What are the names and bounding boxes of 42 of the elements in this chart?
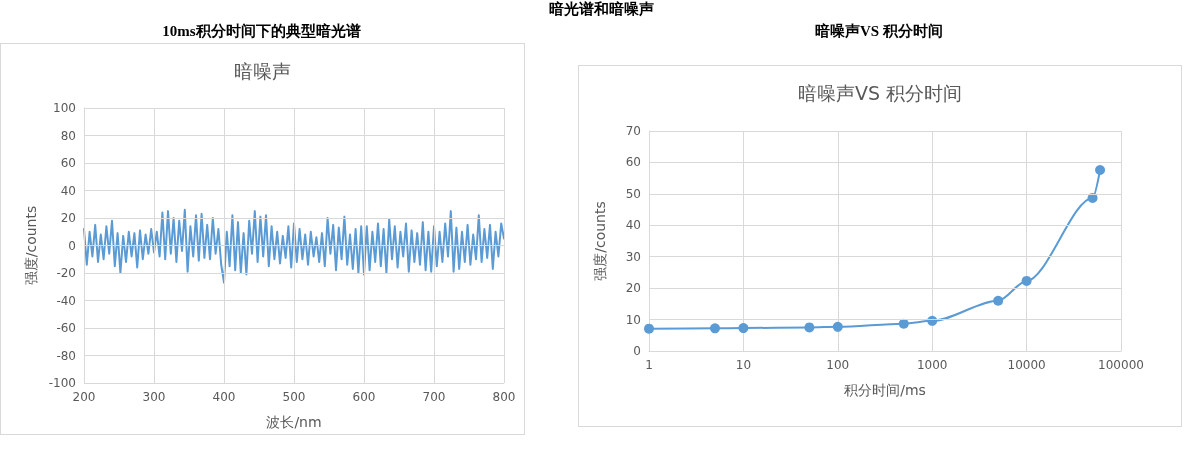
y-tick-label: 20 (60, 211, 76, 225)
x-tick-label: 1 (645, 358, 653, 372)
y-tick-label: 40 (60, 183, 76, 198)
x-tick-label: 300 (142, 390, 166, 404)
line-series (83, 208, 505, 284)
text: 暗光谱和暗噪声 (547, 0, 655, 19)
x-tick-label: 100000 (1098, 358, 1144, 372)
x-tick-label: 800 (492, 390, 516, 404)
y-tick-label: 100 (53, 101, 76, 115)
x-tick-label: 10000 (1007, 358, 1046, 372)
x-tick-label: 400 (212, 390, 236, 404)
chart-subtitle: 暗噪声 (234, 59, 291, 82)
y-tick-label: 30 (625, 249, 641, 264)
chart-title: 10ms积分时间下的典型暗光谱 (161, 22, 362, 41)
x-tick-label: 10 (735, 358, 752, 372)
y-tick-label: 20 (625, 281, 641, 296)
x-tick-label: 1000 (916, 358, 948, 372)
x-tick-label: 100 (826, 358, 850, 372)
chart-subtitle: 暗噪声VS 积分时间 (797, 81, 963, 104)
x-tick-label: 600 (352, 390, 376, 404)
y-tick-label: 40 (625, 218, 641, 233)
y-axis-title: 强度/counts (22, 205, 39, 286)
y-tick-label: -60 (56, 321, 76, 335)
y-tick-label: -20 (56, 266, 76, 280)
y-tick-label: -100 (48, 376, 76, 390)
y-tick-label: 70 (625, 124, 641, 138)
y-tick-label: -80 (56, 348, 76, 363)
y-tick-label: 10 (625, 312, 641, 327)
chart-title: 暗噪声VS 积分时间 (814, 22, 944, 41)
y-tick-label: 80 (60, 128, 76, 143)
y-tick-label: -40 (56, 293, 76, 308)
y-tick-label: 0 (633, 344, 641, 358)
x-tick-label: 700 (422, 390, 446, 404)
y-tick-label: 60 (60, 156, 76, 170)
y-tick-label: 60 (625, 155, 641, 170)
x-tick-label: 500 (282, 390, 306, 404)
y-tick-label: 0 (68, 238, 76, 253)
y-tick-label: 50 (625, 186, 641, 201)
y-axis-title: 强度/counts (592, 201, 608, 281)
x-tick-label: 200 (72, 390, 96, 404)
x-axis-title: 积分时间/ms (844, 382, 926, 398)
x-axis-title: 波长/nm (266, 414, 322, 430)
